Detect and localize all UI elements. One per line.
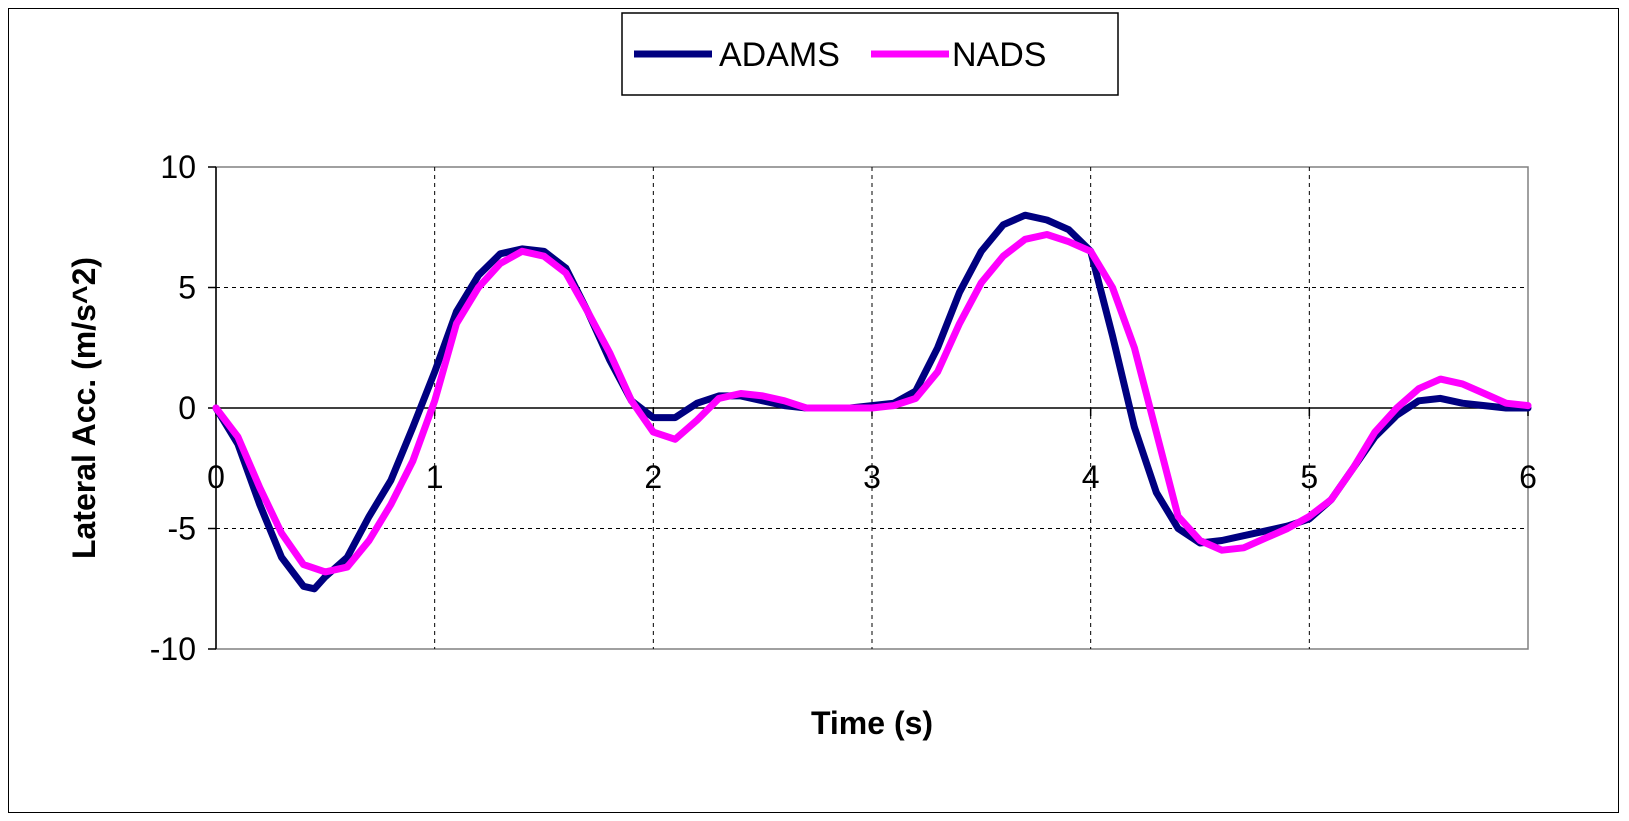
legend-label-nads: NADS <box>952 36 1046 74</box>
x-tick-label: 3 <box>863 459 881 495</box>
x-tick-label: 2 <box>644 459 662 495</box>
line-chart: ADAMS NADS -10 -5 0 5 10 0 1 2 3 4 5 6 Time (s) Lat… <box>66 12 1537 741</box>
x-tick-label: 4 <box>1082 459 1100 495</box>
y-axis-title: Lateral Acc. (m/s^2) <box>66 257 102 559</box>
y-tick-label: 5 <box>178 270 196 306</box>
series-lines <box>212 211 1532 593</box>
y-tick-label: -10 <box>150 631 196 667</box>
legend-label-adams: ADAMS <box>719 36 840 74</box>
x-tick-label: 5 <box>1300 459 1318 495</box>
series-line-nads <box>212 231 1532 576</box>
y-tick-label: 10 <box>160 149 196 185</box>
x-tick-label: 0 <box>207 459 225 495</box>
chart-frame: ADAMS NADS -10 -5 0 5 10 0 1 2 3 4 5 6 Time (s) Lat… <box>8 8 1619 813</box>
y-tick-label: 0 <box>178 390 196 426</box>
legend: ADAMS NADS <box>621 12 1119 96</box>
x-axis-title: Time (s) <box>811 705 933 741</box>
x-tick-label: 6 <box>1519 459 1537 495</box>
x-tick-label: 1 <box>426 459 444 495</box>
y-tick-label: -5 <box>168 511 196 547</box>
